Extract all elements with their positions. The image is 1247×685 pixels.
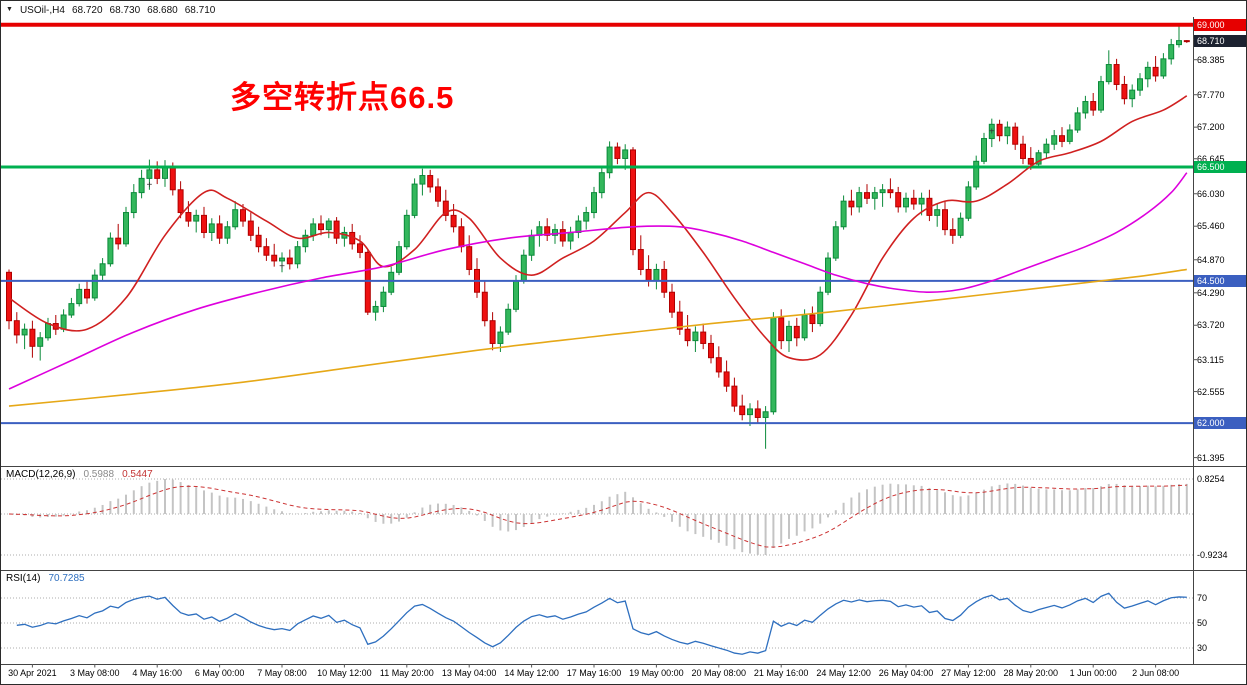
price-tick-label: 66.030 bbox=[1197, 188, 1225, 199]
price-tick-label: 63.115 bbox=[1197, 354, 1224, 365]
price-tick-label: 68.385 bbox=[1197, 54, 1225, 65]
rsi-level-label: 50 bbox=[1197, 618, 1208, 628]
time-axis-label: 19 May 00:00 bbox=[629, 668, 684, 678]
price-line-label: 69.000 bbox=[1194, 18, 1246, 31]
macd-signal-value: 0.5447 bbox=[122, 469, 153, 480]
macd-name-label: MACD(12,26,9) bbox=[6, 469, 76, 480]
time-axis-label: 14 May 12:00 bbox=[504, 668, 559, 678]
rsi-level-label: 70 bbox=[1197, 593, 1208, 603]
current-price-label: 68.710 bbox=[1194, 35, 1246, 48]
macd-panel-layer bbox=[1, 478, 1193, 556]
ohlc-close-value: 68.710 bbox=[184, 4, 216, 16]
time-axis-label: 7 May 08:00 bbox=[257, 668, 307, 678]
rsi-level-label: 30 bbox=[1197, 643, 1208, 653]
price-tick-label: 61.395 bbox=[1197, 452, 1225, 463]
macd-axis-max-label: 0.8254 bbox=[1197, 474, 1225, 484]
ohlc-high-value: 68.730 bbox=[109, 4, 141, 16]
rsi-indicator-label: RSI(14) 70.7285 bbox=[6, 573, 85, 584]
price-tick-label: 67.200 bbox=[1197, 122, 1225, 133]
macd-signal-line bbox=[8, 484, 1187, 548]
frame-layer bbox=[1, 17, 1246, 668]
collapse-chart-icon[interactable]: ▼ bbox=[6, 6, 13, 13]
time-axis-label: 2 Jun 08:00 bbox=[1132, 668, 1180, 678]
price-tick-label: 63.720 bbox=[1197, 320, 1225, 331]
candles-layer bbox=[6, 24, 1190, 449]
time-axis-label: 4 May 16:00 bbox=[132, 668, 182, 678]
time-axis-label: 28 May 20:00 bbox=[1003, 668, 1059, 678]
time-axis-label: 17 May 16:00 bbox=[566, 668, 622, 678]
rsi-panel-layer bbox=[1, 592, 1193, 655]
time-axis-label: 21 May 16:00 bbox=[753, 668, 809, 678]
chart-annotation-text: 多空转折点66.5 bbox=[230, 80, 455, 115]
price-line-label: 64.500 bbox=[1194, 274, 1246, 287]
time-axis-label: 11 May 20:00 bbox=[379, 668, 434, 678]
time-axis-label: 20 May 08:00 bbox=[691, 668, 747, 678]
ma-slow-orange bbox=[8, 268, 1187, 407]
horizontal-lines-layer bbox=[1, 22, 1193, 425]
time-axis-label: 10 May 12:00 bbox=[317, 668, 372, 678]
price-tick-label: 64.290 bbox=[1197, 287, 1225, 298]
rsi-name-label: RSI(14) bbox=[6, 573, 41, 584]
price-tick-label: 64.870 bbox=[1197, 254, 1225, 265]
symbol-period-label: USOil-,H4 bbox=[19, 4, 65, 16]
price-line-label: 66.500 bbox=[1194, 161, 1246, 173]
macd-indicator-label: MACD(12,26,9) 0.5988 0.5447 bbox=[6, 469, 153, 480]
moving-averages-layer: + + + bbox=[8, 95, 1188, 407]
macd-main-value: 0.5988 bbox=[83, 469, 115, 480]
time-axis-label: 1 Jun 00:00 bbox=[1069, 668, 1117, 678]
price-line-label: 62.000 bbox=[1194, 417, 1246, 430]
ohlc-open-value: 68.720 bbox=[71, 4, 103, 16]
price-tick-label: 62.555 bbox=[1197, 386, 1225, 397]
time-axis[interactable]: 30 Apr 2021 3 May 08:00 4 May 16:00 6 May 0… bbox=[1, 665, 1246, 684]
price-tick-label: 65.460 bbox=[1197, 221, 1225, 232]
time-axis-label: 3 May 08:00 bbox=[70, 668, 120, 678]
ohlc-low-value: 68.680 bbox=[147, 4, 178, 16]
price-tick-label: 66.645 bbox=[1197, 153, 1225, 164]
price-axis[interactable]: 68.74568.38567.77067.20066.64566.03065.4… bbox=[1194, 1, 1246, 664]
price-tick-label: 67.770 bbox=[1197, 89, 1225, 100]
rsi-current-value: 70.7285 bbox=[48, 573, 85, 584]
ma-mid-magenta bbox=[8, 172, 1188, 390]
macd-axis-min-label: -0.9234 bbox=[1197, 550, 1228, 560]
ma-fast-red bbox=[8, 95, 1188, 361]
time-axis-label: 6 May 00:00 bbox=[194, 668, 245, 678]
time-axis-label: 26 May 04:00 bbox=[878, 668, 934, 678]
time-axis-label: 24 May 12:00 bbox=[816, 668, 871, 678]
plus-marker: + bbox=[989, 127, 995, 138]
plus-marker: + bbox=[146, 180, 152, 191]
rsi-line bbox=[16, 592, 1187, 655]
symbol-info-bar: ▼ USOil-,H4 68.720 68.730 68.680 68.710 bbox=[6, 4, 215, 16]
plus-marker: + bbox=[279, 262, 285, 273]
time-axis-label: 27 May 12:00 bbox=[941, 668, 996, 678]
time-axis-label: 30 Apr 2021 bbox=[8, 668, 57, 678]
time-axis-label: 13 May 04:00 bbox=[441, 668, 497, 678]
